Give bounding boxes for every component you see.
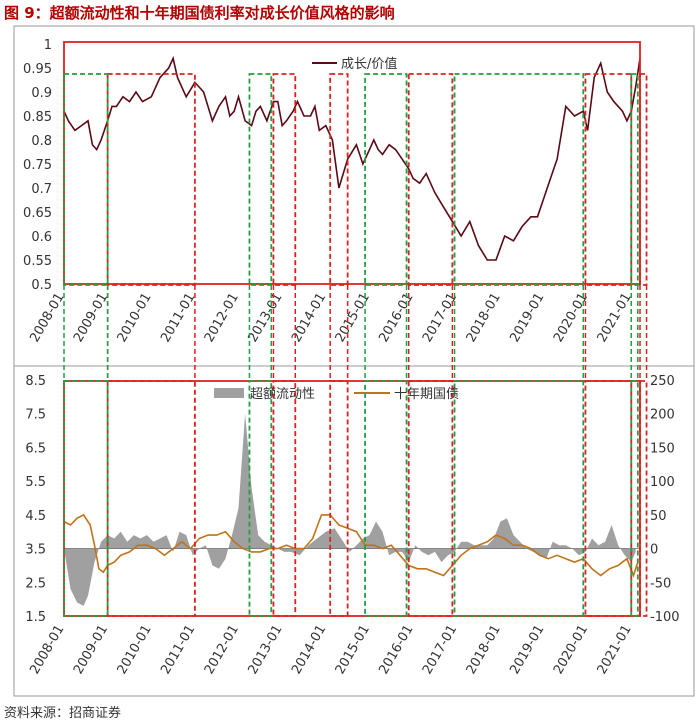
highlight-region-top bbox=[63, 73, 109, 286]
bottom-right-y-tick-label: 0 bbox=[650, 543, 658, 558]
legend-swatch-liquidity bbox=[214, 388, 244, 398]
legend-label-bond: 十年期国债 bbox=[394, 387, 459, 402]
top-y-tick-label: 0.95 bbox=[23, 62, 52, 77]
highlight-region-bottom bbox=[106, 380, 196, 617]
top-y-tick-label: 0.7 bbox=[31, 182, 52, 197]
top-y-tick-label: 0.6 bbox=[31, 230, 52, 245]
bottom-left-y-tick-label: 2.5 bbox=[25, 576, 46, 591]
figure-title: 图 9：超额流动性和十年期国债利率对成长价值风格的影响 bbox=[4, 4, 395, 22]
series-line-growth-value bbox=[63, 55, 641, 261]
highlight-region-bottom bbox=[63, 380, 641, 617]
highlight-region-top bbox=[639, 73, 648, 286]
highlight-region-bottom bbox=[248, 380, 273, 617]
top-panel-frame bbox=[13, 25, 695, 367]
highlight-region-top bbox=[272, 73, 297, 286]
bottom-left-y-tick-label: 1.5 bbox=[25, 610, 46, 625]
bottom-right-y-tick-label: 250 bbox=[650, 374, 675, 389]
highlight-region-top bbox=[584, 73, 633, 286]
top-y-tick-label: 0.55 bbox=[23, 254, 52, 269]
top-y-tick-label: 0.9 bbox=[31, 86, 52, 101]
series-line-ten-year-bond bbox=[63, 513, 639, 578]
top-y-tick-label: 0.8 bbox=[31, 134, 52, 149]
bottom-right-y-tick-label: -50 bbox=[650, 576, 671, 591]
bottom-legend: 超额流动性 十年期国债 bbox=[214, 387, 459, 402]
bottom-left-y-tick-label: 5.5 bbox=[25, 475, 46, 490]
highlight-region-top bbox=[630, 73, 639, 286]
bottom-left-y-tick-label: 7.5 bbox=[25, 408, 46, 423]
highlight-region-bottom bbox=[272, 380, 297, 617]
top-y-tick-label: 1 bbox=[44, 38, 52, 53]
highlight-region-bottom bbox=[630, 380, 639, 617]
highlight-region-bottom bbox=[329, 380, 349, 617]
highlight-region-bottom bbox=[364, 380, 408, 617]
bottom-right-y-tick-label: 150 bbox=[650, 441, 675, 456]
bottom-left-y-tick-label: 4.5 bbox=[25, 509, 46, 524]
top-y-tick-label: 0.75 bbox=[23, 158, 52, 173]
bottom-right-y-tick-label: -100 bbox=[650, 610, 680, 625]
highlight-region-bottom bbox=[407, 380, 454, 617]
highlight-region-top bbox=[329, 73, 349, 286]
highlight-region-top bbox=[453, 73, 585, 286]
top-y-tick-label: 0.5 bbox=[31, 278, 52, 293]
highlight-region-bottom bbox=[453, 380, 585, 617]
bottom-left-y-tick-label: 8.5 bbox=[25, 374, 46, 389]
bottom-left-y-tick-label: 3.5 bbox=[25, 543, 46, 558]
highlight-region-bottom bbox=[584, 380, 633, 617]
highlight-region-bottom bbox=[63, 380, 109, 617]
bottom-right-y-tick-label: 50 bbox=[650, 509, 667, 524]
highlight-regions bbox=[63, 41, 648, 617]
highlight-region-top bbox=[407, 73, 454, 286]
legend-label-growth-value: 成长/价值 bbox=[341, 56, 397, 72]
bottom-right-y-tick-label: 100 bbox=[650, 475, 675, 490]
highlight-region-top bbox=[364, 73, 408, 286]
highlight-region-bottom bbox=[639, 380, 648, 617]
source-note: 资料来源：招商证券 bbox=[4, 706, 122, 721]
highlight-region-top bbox=[106, 73, 196, 286]
top-legend: 成长/价值 bbox=[312, 56, 397, 72]
top-y-tick-label: 0.85 bbox=[23, 110, 52, 125]
bottom-left-y-tick-label: 6.5 bbox=[25, 441, 46, 456]
legend-label-liquidity: 超额流动性 bbox=[250, 387, 315, 402]
bottom-right-y-tick-label: 200 bbox=[650, 408, 675, 423]
top-y-tick-label: 0.65 bbox=[23, 206, 52, 221]
highlight-region-top bbox=[248, 73, 273, 286]
